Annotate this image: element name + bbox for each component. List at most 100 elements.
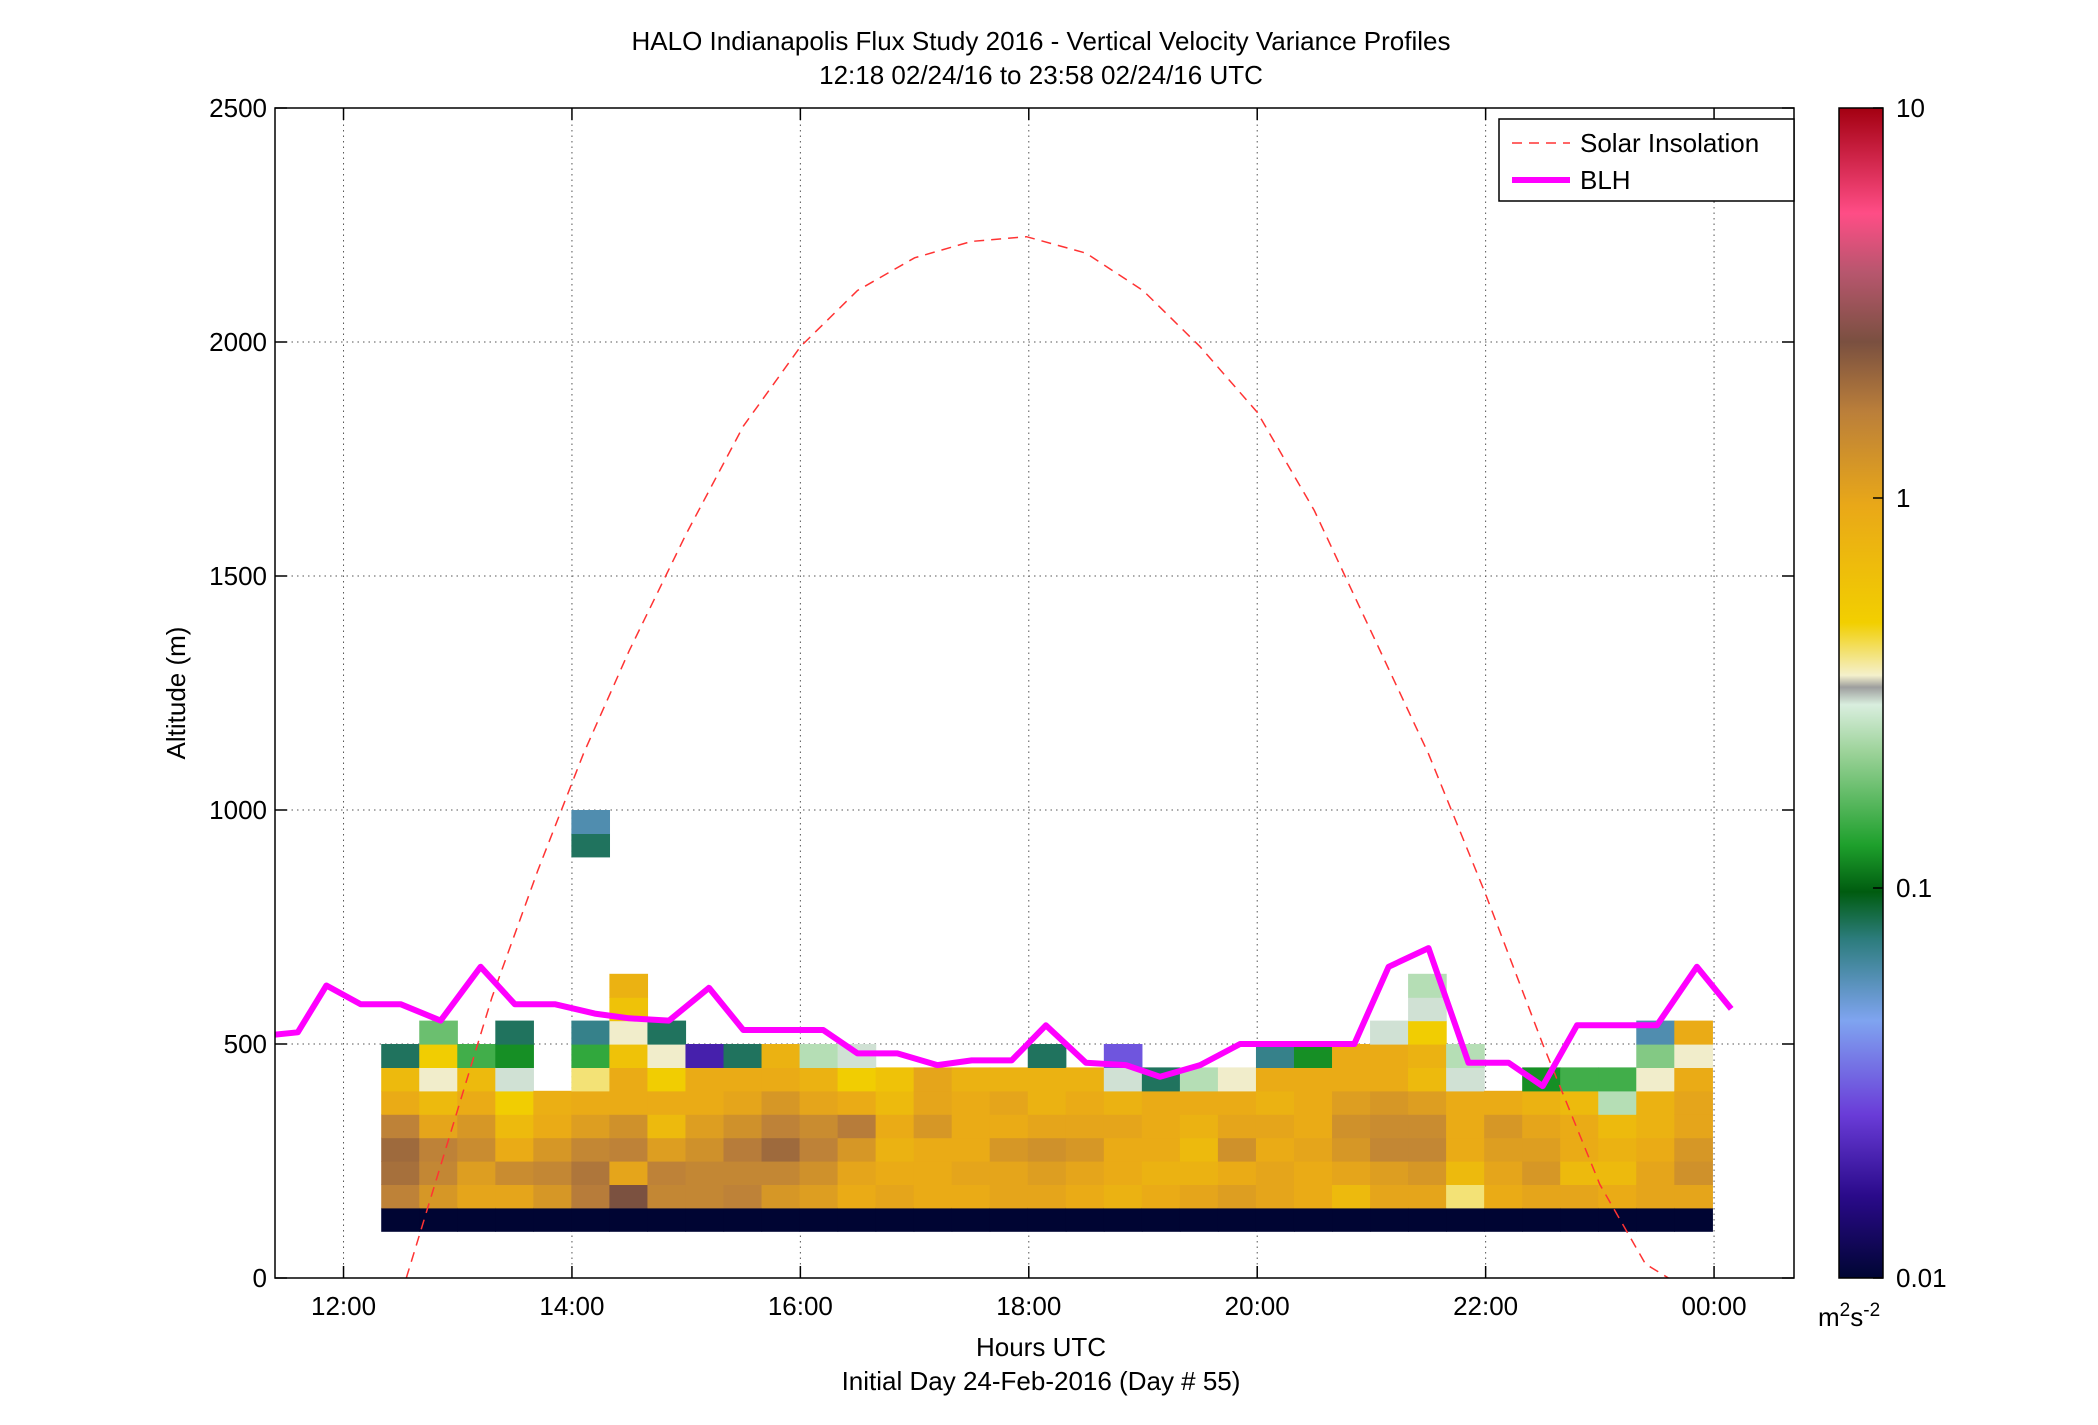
heatmap-cell — [1065, 1184, 1105, 1209]
heatmap-cell — [1217, 1114, 1257, 1139]
heatmap-cell — [571, 810, 611, 834]
heatmap-cell — [647, 1137, 687, 1162]
x-axis-label-secondary: Initial Day 24-Feb-2016 (Day # 55) — [842, 1366, 1241, 1396]
heatmap-cell — [1332, 1067, 1371, 1092]
heatmap-cell — [1408, 1020, 1447, 1045]
heatmap-cell — [989, 1161, 1029, 1185]
heatmap-cell — [913, 1137, 953, 1162]
heatmap-cell — [1674, 1137, 1713, 1162]
heatmap-cell — [1217, 1090, 1257, 1115]
heatmap-cell — [1293, 1161, 1333, 1185]
heatmap-cell — [875, 1207, 915, 1232]
heatmap-cell — [761, 1114, 801, 1139]
heatmap-cell — [1065, 1161, 1105, 1185]
heatmap-cell — [495, 1161, 534, 1185]
heatmap-cell — [1408, 1044, 1447, 1068]
heatmap-cell — [1598, 1207, 1637, 1232]
heatmap-cell — [1293, 1044, 1333, 1068]
heatmap-cell — [571, 1067, 611, 1092]
colorbar-tick-label: 1 — [1896, 483, 1910, 513]
heatmap-cell — [1217, 1067, 1257, 1092]
colorbar: 0.01 0.1 1 10 m2s-2 — [1818, 93, 1947, 1332]
heatmap-cell — [533, 1137, 572, 1162]
heatmap-cell — [1065, 1090, 1105, 1115]
heatmap-cell — [1332, 1184, 1371, 1209]
heatmap-cell — [723, 1184, 763, 1209]
heatmap-cell — [1636, 1137, 1675, 1162]
colorbar-tick-label: 0.1 — [1896, 873, 1932, 903]
heatmap-cell — [571, 1020, 611, 1045]
heatmap-cell — [647, 1067, 687, 1092]
heatmap-cell — [685, 1184, 725, 1209]
heatmap-cell — [1446, 1184, 1485, 1209]
heatmap-cell — [685, 1207, 725, 1232]
y-axis-label: Altitude (m) — [161, 627, 191, 760]
heatmap-cell — [1217, 1184, 1257, 1209]
heatmap-cell — [571, 1044, 611, 1068]
heatmap-cell — [1636, 1044, 1675, 1068]
heatmap-cell — [1408, 1207, 1447, 1232]
heatmap-cell — [1484, 1114, 1523, 1139]
heatmap-cell — [1027, 1137, 1067, 1162]
colorbar-unit-sup1: 2 — [1840, 1300, 1851, 1321]
heatmap-cell — [1217, 1161, 1257, 1185]
y-tick-label: 1500 — [209, 561, 267, 591]
heatmap-cell — [875, 1114, 915, 1139]
heatmap-cell — [989, 1184, 1029, 1209]
heatmap-cell — [1598, 1067, 1637, 1092]
heatmap-cell — [875, 1184, 915, 1209]
heatmap-cell — [1103, 1114, 1143, 1139]
heatmap-cell — [495, 1020, 534, 1045]
heatmap-cell — [1103, 1161, 1143, 1185]
heatmap-cell — [913, 1184, 953, 1209]
heatmap-cell — [1065, 1067, 1105, 1092]
colorbar-unit-sup2: -2 — [1863, 1300, 1880, 1321]
heatmap-cell — [1446, 1207, 1485, 1232]
heatmap-cell — [951, 1207, 991, 1232]
heatmap-cell — [381, 1114, 420, 1139]
heatmap-cell — [1674, 1161, 1713, 1185]
heatmap-cell — [1332, 1044, 1371, 1068]
heatmap-cell — [1636, 1207, 1675, 1232]
heatmap-cell — [723, 1067, 763, 1092]
heatmap-cell — [1446, 1161, 1485, 1185]
heatmap-cell — [723, 1161, 763, 1185]
heatmap-cell — [1027, 1067, 1067, 1092]
heatmap-cell — [989, 1114, 1029, 1139]
colorbar-tick-label: 10 — [1896, 93, 1925, 123]
legend-blh-label: BLH — [1580, 165, 1631, 195]
heatmap-cell — [457, 1137, 496, 1162]
heatmap-cell — [875, 1161, 915, 1185]
heatmap-cell — [1598, 1114, 1637, 1139]
plot-frame — [274, 107, 1795, 1279]
heatmap-cell — [723, 1114, 763, 1139]
heatmap-cell — [647, 1207, 687, 1232]
y-axis-ticks: 0 500 1000 1500 2000 2500 — [209, 93, 1794, 1293]
heatmap-cell — [1293, 1207, 1333, 1232]
heatmap-cell — [571, 1090, 611, 1115]
heatmap-cell — [1636, 1067, 1675, 1092]
heatmap-cell — [685, 1067, 725, 1092]
heatmap-cell — [1408, 997, 1447, 1022]
heatmap-cell — [1179, 1184, 1219, 1209]
y-tick-label: 0 — [253, 1263, 267, 1293]
heatmap-cell — [1293, 1067, 1333, 1092]
heatmap-cell — [1484, 1137, 1523, 1162]
heatmap-cell — [685, 1137, 725, 1162]
heatmap-cell — [571, 1114, 611, 1139]
heatmap-cell — [1408, 1114, 1447, 1139]
legend-solar-label: Solar Insolation — [1580, 128, 1759, 158]
heatmap-cell — [1370, 1067, 1409, 1092]
heatmap-cell — [951, 1184, 991, 1209]
heatmap-cell — [1103, 1207, 1143, 1232]
heatmap-cell — [1674, 1090, 1713, 1115]
heatmap-cell — [381, 1207, 420, 1232]
heatmap-cell — [1141, 1184, 1181, 1209]
heatmap-cell — [1636, 1114, 1675, 1139]
heatmap-cell — [381, 1090, 420, 1115]
heatmap-cell — [1255, 1067, 1295, 1092]
heatmap-cell — [837, 1090, 877, 1115]
heatmap-cell — [1027, 1184, 1067, 1209]
heatmap-cell — [609, 1137, 649, 1162]
heatmap-cell — [913, 1161, 953, 1185]
